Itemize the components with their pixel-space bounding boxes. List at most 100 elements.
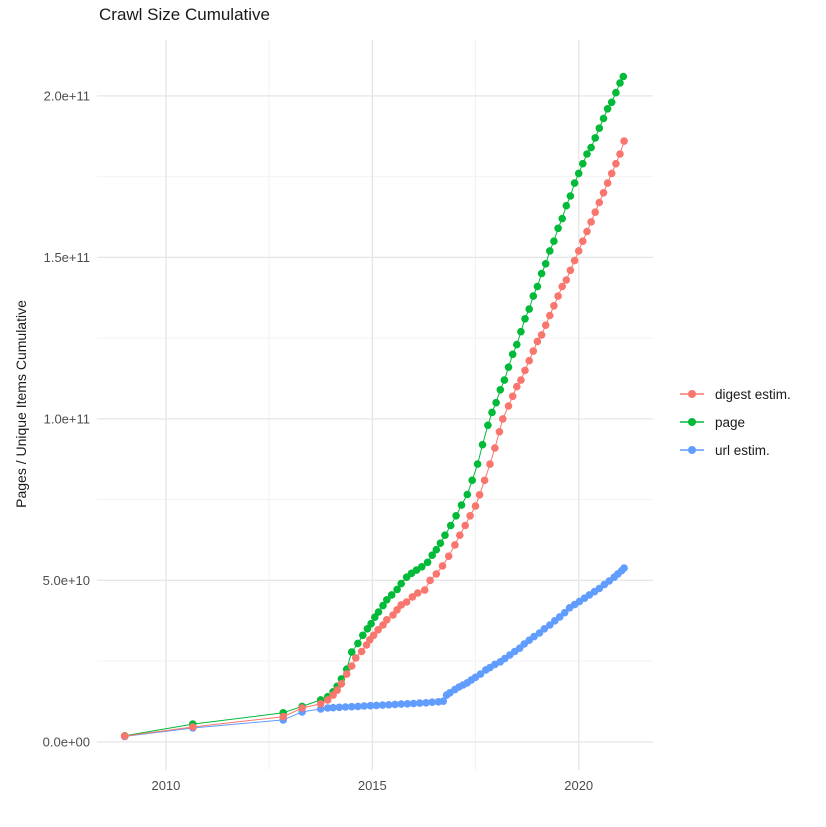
data-point[interactable] [420, 586, 429, 594]
data-point[interactable] [587, 218, 595, 226]
data-point[interactable] [500, 376, 509, 384]
data-point[interactable] [418, 563, 426, 571]
data-point[interactable] [402, 598, 411, 606]
data-point[interactable] [607, 98, 616, 107]
data-point[interactable] [438, 562, 447, 570]
data-point[interactable] [530, 632, 538, 641]
legend-item-page[interactable]: page [678, 408, 791, 436]
data-point[interactable] [385, 701, 393, 709]
data-point[interactable] [607, 169, 616, 178]
data-point[interactable] [436, 539, 445, 547]
data-point[interactable] [583, 227, 591, 236]
data-point[interactable] [323, 696, 332, 704]
data-point[interactable] [444, 552, 453, 560]
data-point[interactable] [367, 619, 375, 628]
data-point[interactable] [379, 601, 387, 610]
data-point[interactable] [537, 331, 546, 339]
data-point[interactable] [378, 701, 387, 709]
data-point[interactable] [383, 596, 391, 604]
data-point[interactable] [616, 79, 624, 87]
data-point[interactable] [409, 699, 418, 708]
data-point[interactable] [366, 701, 375, 710]
data-point[interactable] [583, 150, 591, 158]
data-point[interactable] [413, 589, 422, 597]
data-point[interactable] [488, 408, 496, 417]
data-point[interactable] [525, 356, 533, 365]
data-point[interactable] [521, 315, 529, 323]
data-point[interactable] [372, 701, 381, 710]
data-point[interactable] [426, 576, 434, 585]
data-point[interactable] [422, 699, 430, 707]
data-point[interactable] [323, 704, 332, 712]
data-point[interactable] [329, 703, 337, 712]
data-point[interactable] [428, 551, 437, 559]
data-point[interactable] [504, 363, 513, 372]
data-point[interactable] [587, 143, 595, 152]
data-point[interactable] [603, 105, 612, 113]
data-point[interactable] [558, 214, 566, 223]
data-point[interactable] [566, 266, 575, 275]
data-point[interactable] [316, 705, 325, 713]
data-point[interactable] [595, 198, 604, 207]
data-point[interactable] [316, 700, 325, 708]
data-point[interactable] [397, 700, 406, 708]
data-point[interactable] [341, 703, 350, 711]
data-point[interactable] [463, 490, 472, 499]
data-point[interactable] [541, 321, 550, 330]
data-point[interactable] [595, 124, 604, 132]
data-point[interactable] [446, 521, 455, 530]
data-point[interactable] [579, 237, 587, 245]
data-point[interactable] [189, 723, 197, 731]
data-point[interactable] [554, 292, 562, 300]
data-point[interactable] [432, 570, 441, 578]
data-point[interactable] [620, 137, 628, 145]
data-point[interactable] [486, 460, 494, 468]
data-point[interactable] [508, 350, 517, 359]
data-point[interactable] [457, 501, 466, 509]
data-point[interactable] [441, 531, 449, 539]
data-point[interactable] [591, 134, 599, 142]
data-point[interactable] [508, 392, 517, 401]
data-point[interactable] [416, 699, 424, 707]
data-point[interactable] [374, 608, 383, 616]
data-point[interactable] [612, 88, 620, 97]
data-point[interactable] [603, 179, 612, 187]
data-point[interactable] [298, 704, 306, 712]
data-point[interactable] [579, 159, 587, 168]
data-point[interactable] [541, 260, 550, 268]
data-point[interactable] [537, 269, 546, 278]
data-point[interactable] [480, 476, 489, 485]
data-point[interactable] [387, 591, 396, 599]
data-point[interactable] [562, 201, 571, 210]
data-point[interactable] [599, 114, 608, 123]
data-point[interactable] [428, 698, 437, 706]
data-point[interactable] [393, 585, 401, 594]
data-point[interactable] [560, 608, 569, 617]
data-point[interactable] [513, 382, 521, 391]
data-point[interactable] [397, 579, 406, 588]
data-point[interactable] [476, 670, 485, 678]
legend-item-url-estim[interactable]: url estim. [678, 436, 791, 464]
data-point[interactable] [347, 702, 356, 711]
data-point[interactable] [546, 311, 554, 320]
data-point[interactable] [492, 398, 500, 407]
data-point[interactable] [389, 611, 397, 619]
data-point[interactable] [558, 282, 566, 291]
data-point[interactable] [525, 305, 533, 313]
data-point[interactable] [550, 237, 558, 245]
data-point[interactable] [432, 545, 441, 554]
data-point[interactable] [496, 386, 505, 394]
data-point[interactable] [347, 662, 356, 670]
data-point[interactable] [484, 421, 492, 430]
data-point[interactable] [533, 337, 542, 346]
data-point[interactable] [554, 224, 562, 233]
data-point[interactable] [521, 366, 529, 375]
data-point[interactable] [354, 639, 362, 648]
data-point[interactable] [468, 476, 477, 485]
data-point[interactable] [517, 327, 525, 336]
data-point[interactable] [335, 703, 344, 712]
data-point[interactable] [504, 402, 513, 410]
data-point[interactable] [466, 512, 474, 520]
data-point[interactable] [279, 712, 288, 721]
data-point[interactable] [517, 376, 525, 384]
